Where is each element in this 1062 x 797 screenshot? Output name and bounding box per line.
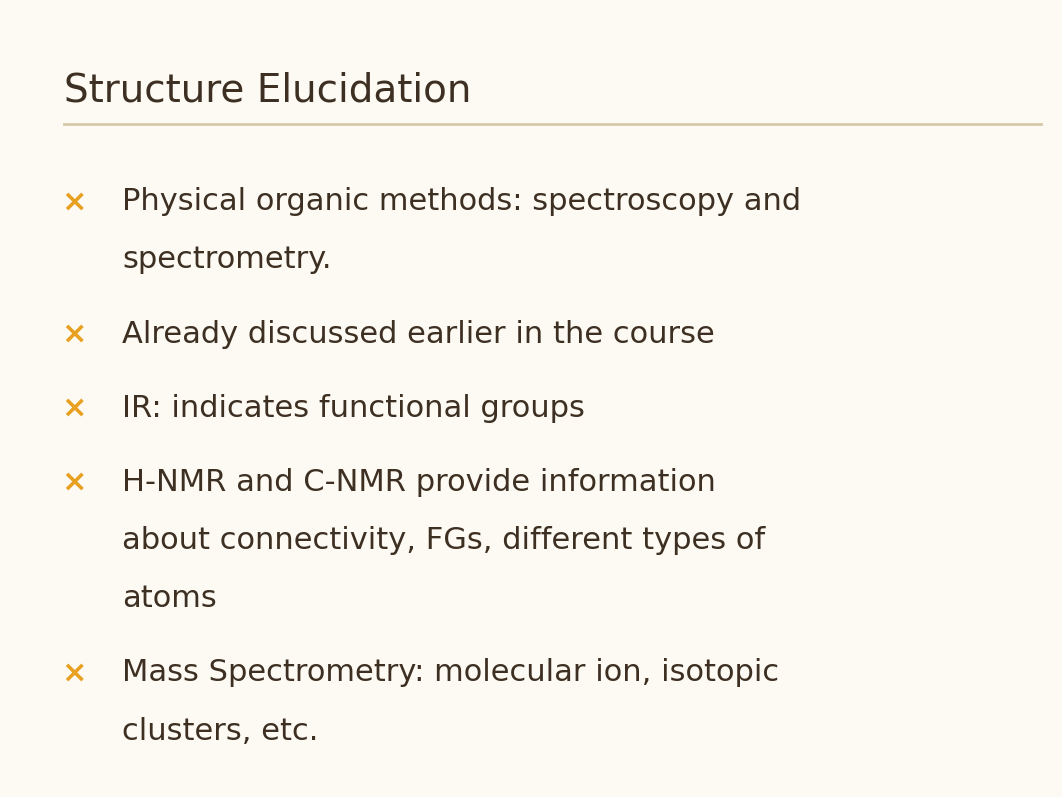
Text: ×: ×	[62, 187, 87, 216]
Text: clusters, etc.: clusters, etc.	[122, 717, 319, 745]
Text: Physical organic methods: spectroscopy and: Physical organic methods: spectroscopy a…	[122, 187, 801, 216]
Text: atoms: atoms	[122, 584, 217, 613]
Text: ×: ×	[62, 320, 87, 348]
Text: ×: ×	[62, 468, 87, 497]
Text: Mass Spectrometry: molecular ion, isotopic: Mass Spectrometry: molecular ion, isotop…	[122, 658, 780, 687]
Text: ×: ×	[62, 394, 87, 422]
Text: spectrometry.: spectrometry.	[122, 245, 331, 274]
Text: IR: indicates functional groups: IR: indicates functional groups	[122, 394, 585, 422]
Text: ×: ×	[62, 658, 87, 687]
Text: H-NMR and C-NMR provide information: H-NMR and C-NMR provide information	[122, 468, 716, 497]
Text: about connectivity, FGs, different types of: about connectivity, FGs, different types…	[122, 526, 766, 555]
Text: Structure Elucidation: Structure Elucidation	[64, 72, 472, 110]
Text: Already discussed earlier in the course: Already discussed earlier in the course	[122, 320, 715, 348]
